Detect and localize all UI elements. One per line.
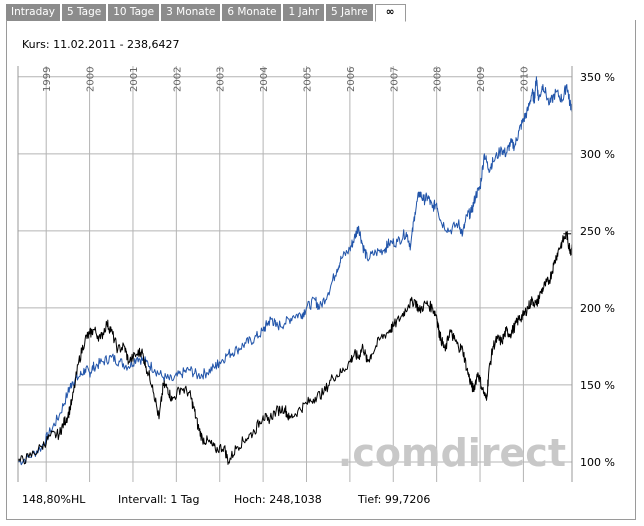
y-tick-label: 100 % bbox=[580, 456, 615, 469]
tab-5-jahre[interactable]: 5 Jahre bbox=[326, 4, 373, 21]
x-tick-label: 2004 bbox=[259, 67, 270, 92]
x-tick-label: 2005 bbox=[302, 67, 313, 92]
x-tick-label: 2008 bbox=[433, 67, 444, 92]
kurs-label: Kurs: 11.02.2011 - 238,6427 bbox=[22, 38, 180, 51]
y-tick-label: 300 % bbox=[580, 148, 615, 161]
tab-1-jahr[interactable]: 1 Jahr bbox=[283, 4, 325, 21]
y-tick-labels: 100 % 150 % 200 % 250 % 300 % 350 % bbox=[580, 71, 615, 469]
x-tick-label: 2001 bbox=[129, 67, 140, 92]
x-tick-label: 2000 bbox=[86, 67, 97, 92]
tab-max[interactable]: ∞ bbox=[374, 4, 406, 22]
y-tick-label: 200 % bbox=[580, 302, 615, 315]
x-tick-label: 2007 bbox=[389, 67, 400, 92]
series-line-0 bbox=[17, 76, 573, 466]
chart-panel bbox=[6, 20, 636, 520]
y-tick-label: 350 % bbox=[580, 71, 615, 84]
chart-grid bbox=[18, 66, 572, 482]
x-tick-labels: 1999 2000 2001 2002 2003 2004 2005 2006 2007 2008… bbox=[42, 67, 530, 92]
chart-series bbox=[17, 76, 573, 466]
y-tick-label: 150 % bbox=[580, 379, 615, 392]
hoch-label: Hoch: 248,1038 bbox=[234, 493, 322, 506]
tab-5-tage[interactable]: 5 Tage bbox=[61, 4, 107, 21]
x-tick-label: 2010 bbox=[519, 67, 530, 92]
comdirect-watermark: .comdirect bbox=[338, 431, 566, 475]
period-tabs: Intraday 5 Tage 10 Tage 3 Monate 6 Monat… bbox=[6, 4, 408, 22]
tief-label: Tief: 99,7206 bbox=[358, 493, 431, 506]
intervall-label: Intervall: 1 Tag bbox=[118, 493, 200, 506]
y-tick-label: 250 % bbox=[580, 225, 615, 238]
x-tick-label: 2009 bbox=[476, 67, 487, 92]
tab-10-tage[interactable]: 10 Tage bbox=[108, 4, 160, 21]
x-tick-label: 2006 bbox=[346, 67, 357, 92]
tab-intraday[interactable]: Intraday bbox=[6, 4, 60, 21]
tab-6-monate[interactable]: 6 Monate bbox=[222, 4, 282, 21]
tab-3-monate[interactable]: 3 Monate bbox=[161, 4, 221, 21]
series-line-1 bbox=[17, 230, 573, 465]
x-tick-label: 1999 bbox=[42, 67, 53, 92]
x-tick-label: 2002 bbox=[172, 67, 183, 92]
change-percent: 148,80%HL bbox=[22, 493, 86, 506]
x-tick-label: 2003 bbox=[216, 67, 227, 92]
